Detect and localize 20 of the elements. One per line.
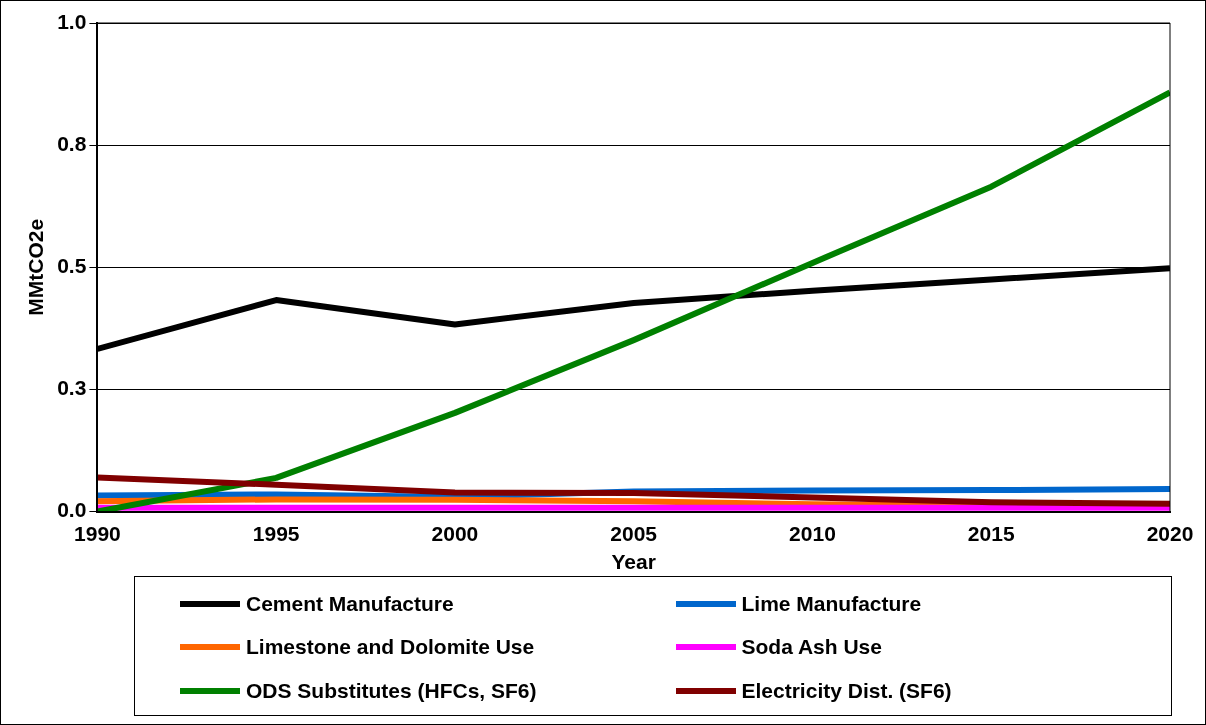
y-tick-label: 1.0	[57, 9, 87, 33]
y-axis-title: MMtCO2e	[24, 218, 48, 316]
y-tick-label: 0.8	[57, 131, 87, 155]
x-tick-label: 2000	[431, 522, 479, 545]
x-tick-label: 1990	[74, 522, 121, 545]
y-tick-label: 0.5	[57, 254, 87, 278]
x-tick-label: 2010	[789, 522, 836, 545]
x-tick-label: 2020	[1146, 522, 1194, 545]
x-tick-label: 1995	[252, 522, 300, 545]
x-axis-title: Year	[611, 550, 656, 574]
legend-label: Electricity Dist. (SF6)	[741, 678, 952, 703]
x-tick-label: 2015	[967, 522, 1015, 545]
y-tick-label: 0.0	[57, 498, 87, 522]
x-tick-label: 2005	[610, 522, 658, 545]
legend-label: Lime Manufacture	[741, 592, 922, 616]
legend-label: Cement Manufacture	[246, 592, 454, 616]
y-tick-label: 0.3	[57, 376, 87, 400]
legend-label: Soda Ash Use	[741, 635, 882, 660]
legend-label: Limestone and Dolomite Use	[246, 635, 535, 660]
legend-label: ODS Substitutes (HFCs, SF6)	[246, 678, 537, 703]
